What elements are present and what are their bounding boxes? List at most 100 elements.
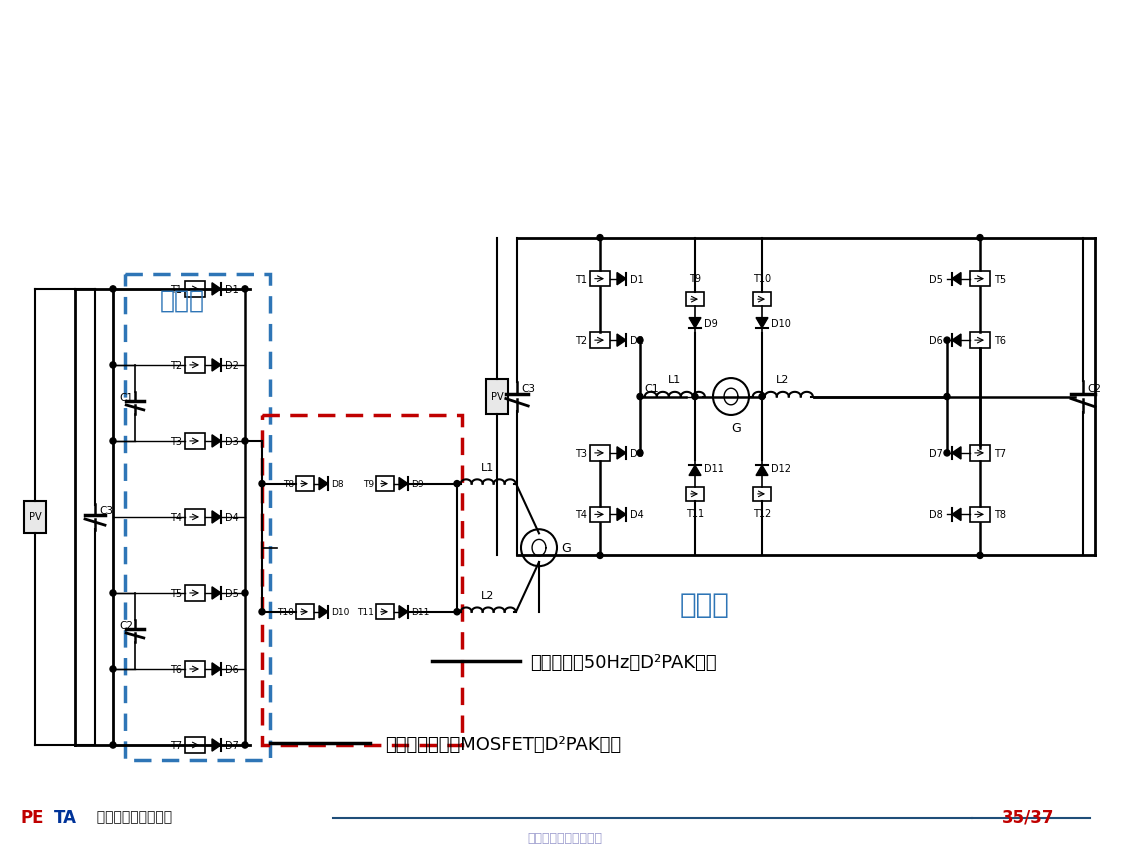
Text: TA: TA — [54, 809, 77, 827]
Bar — [262, 415, 462, 745]
Polygon shape — [399, 605, 408, 618]
Text: C1: C1 — [119, 393, 133, 403]
Text: D12: D12 — [771, 465, 791, 474]
Text: D4: D4 — [225, 513, 238, 523]
Bar — [486, 378, 508, 415]
Bar — [296, 476, 314, 491]
Text: C2: C2 — [1087, 384, 1101, 394]
Text: T1: T1 — [170, 285, 182, 295]
Circle shape — [977, 552, 983, 559]
Polygon shape — [756, 466, 768, 476]
Polygon shape — [951, 447, 960, 459]
Polygon shape — [617, 447, 626, 459]
Text: D1: D1 — [225, 285, 238, 295]
Bar — [185, 585, 205, 601]
Text: D6: D6 — [225, 665, 238, 675]
Bar — [970, 271, 990, 287]
Text: D9: D9 — [704, 319, 718, 329]
Text: T11: T11 — [357, 608, 374, 617]
Polygon shape — [951, 508, 960, 521]
Bar — [686, 487, 704, 501]
Circle shape — [454, 481, 460, 487]
Text: T12: T12 — [753, 510, 771, 519]
Bar — [970, 445, 990, 460]
Text: C2: C2 — [119, 621, 133, 631]
Text: D5: D5 — [929, 275, 944, 285]
Bar — [590, 507, 610, 522]
Circle shape — [759, 393, 765, 399]
Text: D2: D2 — [631, 336, 644, 346]
Text: T6: T6 — [170, 665, 182, 675]
Text: T1: T1 — [575, 275, 586, 285]
Text: T8: T8 — [282, 480, 294, 489]
Text: D11: D11 — [704, 465, 724, 474]
Text: 拓扑一: 拓扑一 — [680, 591, 730, 619]
Text: T9: T9 — [689, 274, 701, 284]
Circle shape — [977, 235, 983, 241]
Text: T9: T9 — [363, 480, 374, 489]
Circle shape — [110, 362, 116, 368]
Circle shape — [110, 590, 116, 596]
Text: 《电工技术学报》发布: 《电工技术学报》发布 — [528, 832, 602, 845]
Polygon shape — [951, 272, 960, 285]
Text: D4: D4 — [631, 510, 644, 521]
Polygon shape — [212, 282, 221, 295]
Polygon shape — [212, 435, 221, 447]
Circle shape — [242, 438, 247, 444]
Polygon shape — [212, 663, 221, 675]
Text: HUNAN UNIVERSITY: HUNAN UNIVERSITY — [1020, 62, 1104, 71]
Polygon shape — [951, 334, 960, 346]
Bar — [686, 292, 704, 306]
Text: D1: D1 — [631, 275, 644, 285]
Polygon shape — [756, 318, 768, 328]
Bar — [753, 487, 771, 501]
Text: D11: D11 — [411, 608, 429, 617]
Text: PV: PV — [490, 392, 503, 401]
Text: D7: D7 — [929, 449, 944, 459]
Circle shape — [944, 337, 950, 343]
Bar — [185, 432, 205, 449]
Text: C3: C3 — [521, 384, 534, 394]
Circle shape — [454, 609, 460, 615]
Bar — [970, 507, 990, 522]
Bar — [296, 604, 314, 619]
Text: L1: L1 — [481, 463, 494, 473]
Circle shape — [597, 552, 603, 559]
Bar — [376, 604, 394, 619]
Text: T4: T4 — [170, 513, 182, 523]
Bar — [185, 281, 205, 297]
Circle shape — [259, 609, 266, 615]
Text: L2: L2 — [481, 591, 495, 601]
Circle shape — [242, 286, 247, 292]
Text: PV: PV — [28, 512, 42, 522]
Text: T3: T3 — [170, 437, 182, 447]
Text: D10: D10 — [771, 319, 791, 329]
Circle shape — [637, 337, 643, 343]
Circle shape — [110, 666, 116, 672]
Polygon shape — [212, 739, 221, 751]
Circle shape — [692, 393, 698, 399]
Bar — [590, 271, 610, 287]
Text: T6: T6 — [994, 336, 1006, 346]
Polygon shape — [617, 272, 626, 285]
Text: 高频工作（低压MOSFET）D²PAK封装: 高频工作（低压MOSFET）D²PAK封装 — [385, 736, 622, 754]
Text: L1: L1 — [668, 375, 681, 385]
Text: 6. 单相五电平光伏逆变器: 6. 单相五电平光伏逆变器 — [17, 27, 285, 62]
Polygon shape — [212, 587, 221, 599]
Bar — [590, 445, 610, 460]
Polygon shape — [617, 508, 626, 521]
Polygon shape — [689, 318, 701, 328]
Bar — [125, 274, 270, 761]
Text: 电力电子拓扑与应用: 电力电子拓扑与应用 — [88, 811, 172, 825]
Text: D8: D8 — [929, 510, 944, 521]
Circle shape — [110, 438, 116, 444]
Text: T10: T10 — [753, 274, 771, 284]
Text: L2: L2 — [776, 375, 790, 385]
Circle shape — [637, 393, 643, 399]
Bar — [376, 476, 394, 491]
Circle shape — [597, 235, 603, 241]
Text: T2: T2 — [575, 336, 586, 346]
Polygon shape — [319, 605, 328, 618]
Text: PE: PE — [20, 809, 44, 827]
Polygon shape — [399, 477, 408, 490]
